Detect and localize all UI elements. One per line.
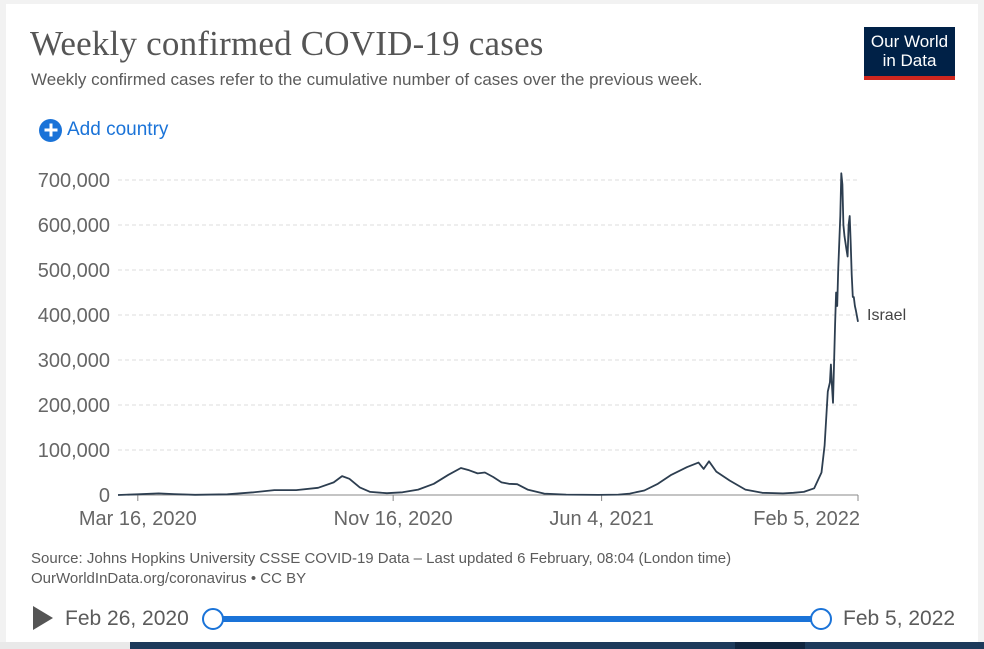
y-tick-label: 400,000 [38, 305, 110, 327]
y-tick-label: 0 [99, 485, 110, 507]
y-tick-label: 500,000 [38, 260, 110, 282]
x-tick-label: Jun 4, 2021 [549, 508, 654, 530]
series-label-israel: Israel [867, 307, 906, 324]
chart-card: Weekly confirmed COVID-19 cases Weekly c… [6, 4, 978, 642]
timeline-end-handle[interactable] [810, 608, 832, 630]
logo-line-2: in Data [882, 51, 937, 70]
add-country-label: Add country [67, 119, 169, 140]
plus-circle-icon [39, 118, 62, 142]
timeline: Feb 26, 2020 Feb 5, 2022 [6, 599, 978, 639]
timeline-start-label: Feb 26, 2020 [65, 607, 189, 630]
line-chart: 0 100,000 200,000 300,000 400,000 500,000 600,… [38, 170, 906, 530]
timeline-range-fill [213, 616, 821, 622]
owid-logo[interactable]: Our World in Data [864, 27, 955, 80]
chart-title: Weekly confirmed COVID-19 cases [30, 24, 544, 63]
y-tick-label: 200,000 [38, 395, 110, 417]
license-text: OurWorldInData.org/coronavirus • CC BY [31, 570, 307, 587]
y-tick-label: 700,000 [38, 170, 110, 192]
y-tick-label: 600,000 [38, 215, 110, 237]
timeline-track[interactable] [202, 608, 832, 630]
x-tick-label: Nov 16, 2020 [334, 508, 453, 530]
play-icon[interactable] [33, 606, 53, 630]
logo-line-1: Our World [870, 32, 949, 51]
series-line-israel [117, 172, 859, 496]
y-tick-label: 300,000 [38, 350, 110, 372]
x-tick-label: Mar 16, 2020 [79, 508, 197, 530]
chart-source: Source: Johns Hopkins University CSSE CO… [31, 549, 731, 589]
y-tick-label: 100,000 [38, 440, 110, 462]
x-tick-label: Feb 5, 2022 [753, 508, 860, 530]
source-text: Source: Johns Hopkins University CSSE CO… [31, 550, 732, 567]
timeline-end-label: Feb 5, 2022 [843, 607, 956, 630]
timeline-start-handle[interactable] [202, 608, 224, 630]
page-bottom-bar [0, 642, 984, 649]
chart-subtitle: Weekly confirmed cases refer to the cumu… [31, 70, 703, 89]
add-country-button[interactable]: Add country [39, 117, 168, 143]
